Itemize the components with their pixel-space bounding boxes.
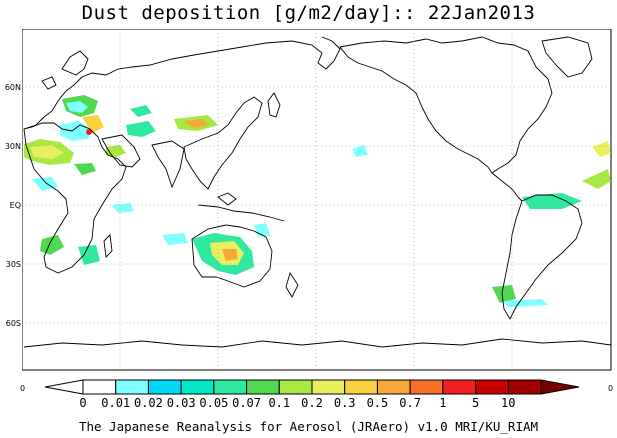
colorbar-box-4 (180, 379, 215, 395)
lat-label-60s: 60S (5, 319, 21, 328)
lon-edge-label-left: 0 (20, 384, 26, 393)
colorbar-label: 0.2 (301, 396, 323, 410)
colorbar-box-5 (213, 379, 248, 395)
colorbar-label: 0.3 (333, 396, 356, 410)
colorbar-box-1 (82, 379, 117, 395)
colorbar-box-7 (278, 379, 313, 395)
colorbar-label: 0.5 (366, 396, 389, 410)
world-map (22, 29, 612, 371)
colorbar-arrow-low (45, 379, 84, 395)
colorbar-box-9 (344, 379, 378, 395)
colorbar-label: 0.05 (199, 396, 229, 410)
colorbar (45, 379, 579, 395)
lat-label-30s: 30S (5, 260, 21, 269)
colorbar-box-6 (246, 379, 280, 395)
footer-credit: The Japanese Reanalysis for Aerosol (JRA… (78, 419, 539, 434)
map-frame (22, 29, 612, 371)
colorbar-label: 0 (79, 396, 87, 410)
map-gridlines (22, 29, 611, 370)
colorbar-label: 0.02 (133, 396, 163, 410)
colorbar-box-3 (147, 379, 182, 395)
lat-label-eq: EQ (9, 201, 21, 210)
colorbar-label: 5 (471, 396, 480, 410)
colorbar-box-11 (409, 379, 444, 395)
colorbar-label: 0.03 (166, 396, 196, 410)
colorbar-box-14 (507, 379, 542, 395)
colorbar-label: 0.1 (268, 396, 291, 410)
lat-label-30n: 30N (4, 142, 21, 151)
map-title: Dust deposition [g/m2/day]:: 22Jan2013 (81, 2, 536, 24)
colorbar-box-2 (115, 379, 149, 395)
coastlines (23, 36, 612, 348)
lon-edge-label-right: 0 (608, 384, 614, 393)
colorbar-label: 0.7 (399, 396, 421, 410)
colorbar-label: 0.01 (101, 396, 131, 410)
colorbar-label: 1 (439, 396, 447, 410)
lat-label-60n: 60N (4, 83, 21, 92)
colorbar-box-8 (311, 379, 346, 395)
colorbar-box-10 (376, 379, 411, 395)
colorbar-arrow-high (540, 379, 579, 395)
colorbar-box-13 (475, 379, 509, 395)
colorbar-label: 10 (501, 396, 516, 410)
colorbar-label: 0.07 (232, 396, 262, 410)
colorbar-box-12 (442, 379, 477, 395)
